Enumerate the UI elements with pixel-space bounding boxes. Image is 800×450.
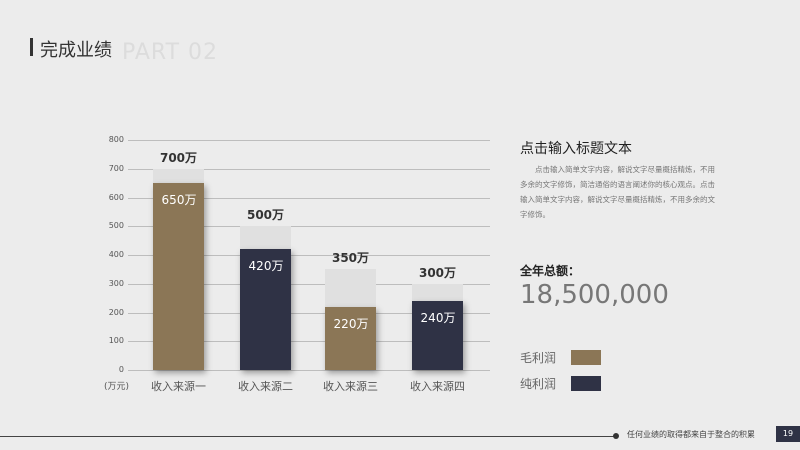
y-tick-label: 100 bbox=[108, 336, 124, 346]
x-category-label: 收入来源二 bbox=[238, 380, 293, 393]
x-category-label: 收入来源四 bbox=[410, 380, 465, 393]
y-tick-label: 300 bbox=[108, 278, 124, 288]
total-data-label: 300万 bbox=[418, 265, 457, 280]
page-title: 完成业绩 bbox=[40, 40, 112, 61]
gridline bbox=[128, 370, 490, 371]
total-value: 18,500,000 bbox=[520, 280, 669, 310]
total-data-label: 700万 bbox=[159, 150, 198, 165]
gridline bbox=[128, 283, 490, 285]
legend-gross-swatch bbox=[571, 350, 601, 365]
y-tick-label: 700 bbox=[108, 163, 124, 173]
y-tick-label: 800 bbox=[108, 135, 124, 144]
gridline bbox=[128, 341, 490, 343]
total-data-label: 350万 bbox=[331, 251, 370, 266]
gridline bbox=[128, 255, 490, 256]
profit-data-label: 420万 bbox=[248, 259, 284, 274]
y-tick-label: 500 bbox=[108, 221, 124, 231]
y-tick-label: 400 bbox=[108, 250, 124, 259]
profit-bar bbox=[412, 301, 463, 370]
legend-gross-label: 毛利润 bbox=[520, 351, 557, 365]
gridline bbox=[128, 312, 490, 314]
x-category-label: 收入来源三 bbox=[323, 380, 378, 393]
total-data-label: 500万 bbox=[246, 208, 285, 223]
x-category-label: 收入来源一 bbox=[151, 380, 206, 393]
legend-net-label: 纯利润 bbox=[520, 377, 557, 391]
y-tick-label: 600 bbox=[108, 192, 124, 202]
y-tick-label: 200 bbox=[108, 307, 124, 317]
profit-bar bbox=[240, 249, 291, 370]
y-tick-label: 0 bbox=[118, 365, 124, 374]
side-paragraph: 点击输入简单文字内容，解说文字尽量概括精炼，不用多余的文字修饰，简洁通俗的语言阐… bbox=[520, 165, 715, 219]
profit-data-label: 220万 bbox=[333, 316, 369, 331]
gridline bbox=[128, 168, 490, 170]
gridline bbox=[128, 226, 490, 228]
side-heading: 点击输入标题文本 bbox=[520, 141, 632, 157]
total-label: 全年总额： bbox=[520, 264, 581, 278]
profit-bar bbox=[153, 183, 204, 370]
gridline bbox=[128, 140, 490, 141]
profit-data-label: 240万 bbox=[420, 311, 456, 325]
page-number: 19 bbox=[776, 426, 800, 442]
gridline bbox=[128, 197, 490, 199]
y-unit-label: (万元) bbox=[104, 382, 130, 392]
profit-bar bbox=[325, 306, 376, 370]
footer-dot bbox=[613, 433, 619, 439]
legend-net-swatch bbox=[571, 376, 601, 391]
part-watermark: PART 02 bbox=[122, 40, 219, 65]
footer-text: 任何业绩的取得都来自于整合的积累 bbox=[627, 430, 755, 439]
title-accent-bar bbox=[30, 38, 33, 56]
footer-line bbox=[0, 436, 615, 437]
profit-data-label: 650万 bbox=[161, 193, 197, 208]
